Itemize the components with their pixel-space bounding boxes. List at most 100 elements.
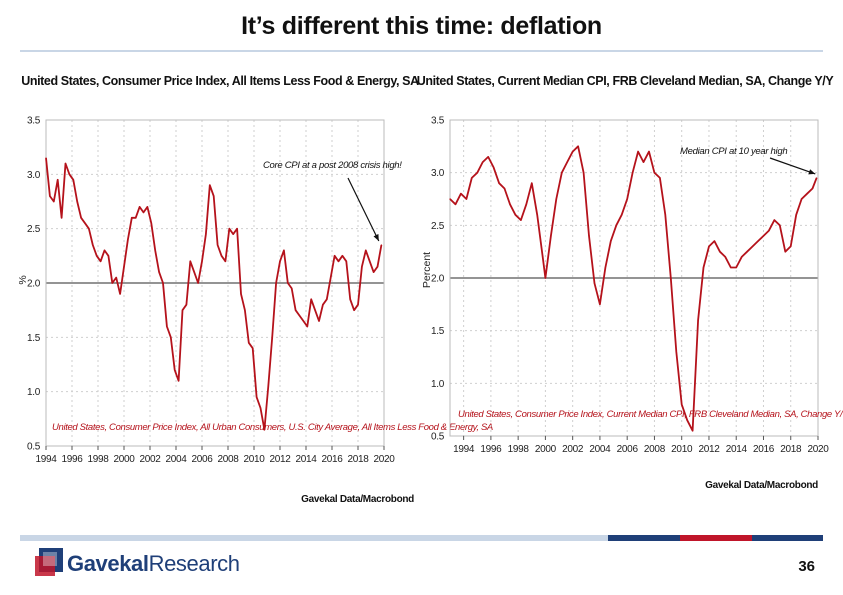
y-axis-label: %: [17, 275, 29, 284]
data-point: [252, 347, 254, 349]
data-point: [119, 293, 121, 295]
data-point: [244, 309, 246, 311]
x-tick-label: 2006: [191, 454, 213, 465]
data-point: [380, 244, 382, 246]
data-point: [64, 162, 67, 165]
x-tick-label: 2020: [807, 444, 829, 455]
x-tick-label: 2012: [269, 454, 291, 465]
footer-rule-red: [680, 535, 752, 541]
data-point: [142, 211, 145, 213]
data-point: [103, 249, 106, 251]
data-point: [751, 245, 754, 247]
data-point: [637, 151, 639, 153]
x-tick-label: 2010: [243, 454, 265, 465]
brand-bold: Gavekal: [67, 551, 149, 576]
data-point: [482, 161, 484, 163]
x-tick-label: 2000: [113, 454, 135, 465]
data-point: [525, 203, 527, 205]
x-tick-label: 2018: [780, 444, 802, 455]
page-number: 36: [798, 558, 815, 575]
data-point: [648, 151, 650, 153]
brand-regular: Research: [148, 551, 240, 576]
data-point: [181, 309, 184, 311]
data-point: [209, 184, 211, 186]
data-point: [555, 198, 557, 200]
data-point: [816, 177, 818, 179]
brand-logo: GavekalResearch: [67, 551, 240, 577]
data-point: [201, 260, 203, 262]
plot-frame: [45, 119, 385, 447]
data-point: [454, 203, 457, 205]
axes: 0.5 1.0 1.5 2.0 2.5 3.0 3.5 1994 1996 1998 2000 200…: [27, 116, 396, 466]
x-tick-label: 2010: [671, 444, 693, 455]
y-tick-label: 2.0: [27, 279, 41, 290]
data-point: [746, 251, 748, 253]
data-point: [314, 309, 316, 311]
data-point: [263, 429, 265, 431]
data-point: [610, 240, 612, 242]
data-point: [45, 157, 47, 159]
plot-frame: [449, 119, 819, 437]
data-point: [460, 193, 462, 195]
data-point: [341, 255, 343, 257]
data-point: [224, 260, 226, 262]
data-point: [53, 200, 55, 203]
data-point: [111, 282, 113, 284]
data-point: [465, 198, 467, 200]
annotation-arrow: [769, 157, 816, 175]
y-tick-label: 1.0: [27, 387, 41, 398]
footer-rule: [20, 535, 608, 541]
data-point: [107, 255, 109, 257]
data-point: [57, 179, 59, 181]
data-point: [232, 233, 234, 235]
data-point: [376, 266, 379, 268]
data-point: [162, 282, 164, 284]
x-tick-label: 2008: [644, 444, 666, 455]
data-point: [713, 240, 716, 242]
data-point: [174, 369, 176, 371]
data-point: [615, 224, 617, 226]
data-point: [131, 217, 133, 219]
y-tick-label: 3.5: [431, 116, 445, 127]
data-point: [621, 214, 623, 216]
chart-legend: United States, Consumer Price Index, All…: [52, 422, 493, 433]
axes: 0.5 1.0 1.5 2.0 2.5 3.0 3.5 1994 1996 1998 2000 200…: [431, 116, 830, 456]
data-point: [193, 271, 195, 273]
data-point: [146, 206, 148, 208]
data-point: [322, 304, 324, 306]
y-tick-label: 2.5: [27, 224, 41, 235]
y-tick-label: 1.5: [431, 326, 445, 337]
data-point: [220, 255, 223, 257]
y-tick-label: 1.0: [431, 379, 445, 390]
series: [449, 145, 818, 432]
data-point: [719, 251, 721, 253]
chart-core-cpi: United States, Consumer Price Index, All…: [10, 68, 493, 513]
data-point: [697, 319, 699, 321]
data-point: [773, 219, 775, 221]
data-point: [542, 256, 544, 258]
data-point: [248, 342, 250, 344]
data-point: [806, 193, 808, 195]
data-point: [365, 249, 367, 251]
chart-title: United States, Current Median CPI, FRB C…: [417, 74, 835, 88]
data-point: [659, 177, 661, 179]
data-point: [735, 266, 737, 269]
x-tick-label: 2004: [165, 454, 187, 465]
annotation-arrowhead: [808, 169, 816, 175]
gavekal-logo-icon: [35, 548, 63, 576]
data-point: [158, 271, 160, 273]
data-point: [503, 187, 506, 190]
series: [45, 157, 383, 431]
data-point: [318, 320, 320, 322]
x-tick-label: 2016: [753, 444, 775, 455]
data-point: [139, 206, 141, 208]
data-point: [544, 277, 547, 279]
data-point: [291, 287, 293, 290]
data-point: [779, 224, 781, 226]
data-point: [768, 230, 770, 232]
data-point: [741, 256, 743, 258]
data-point: [762, 235, 765, 237]
data-point: [795, 214, 797, 216]
footer-rule-blue-2: [752, 535, 823, 541]
series-line: [449, 145, 818, 432]
